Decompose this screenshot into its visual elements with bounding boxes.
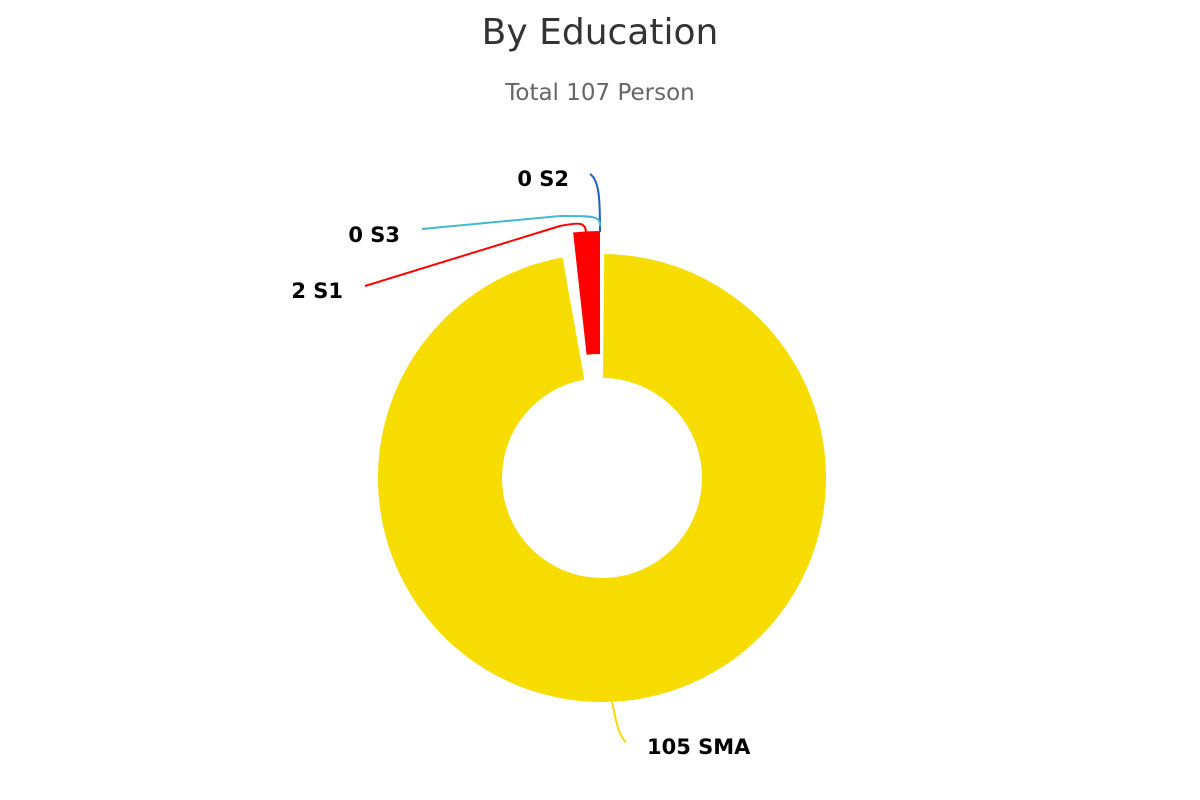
chart-subtitle: Total 107 Person xyxy=(505,80,695,106)
data-label-s3: 0 S3 xyxy=(348,223,400,247)
connector-sma xyxy=(611,701,627,743)
connector-s1 xyxy=(364,222,587,287)
data-labels: 2 S1 0 S2 0 S3 105 SMA xyxy=(291,167,751,759)
slice-s1[interactable] xyxy=(573,231,600,355)
slice-sma[interactable] xyxy=(377,254,826,703)
donut-slices xyxy=(377,231,826,703)
connector-s3 xyxy=(421,214,601,230)
data-label-s2: 0 S2 xyxy=(517,167,569,191)
label-connectors xyxy=(364,173,627,743)
connector-s2 xyxy=(589,173,601,233)
data-label-s1: 2 S1 xyxy=(291,279,343,303)
data-label-sma: 105 SMA xyxy=(647,735,751,759)
chart-title: By Education xyxy=(481,12,719,53)
